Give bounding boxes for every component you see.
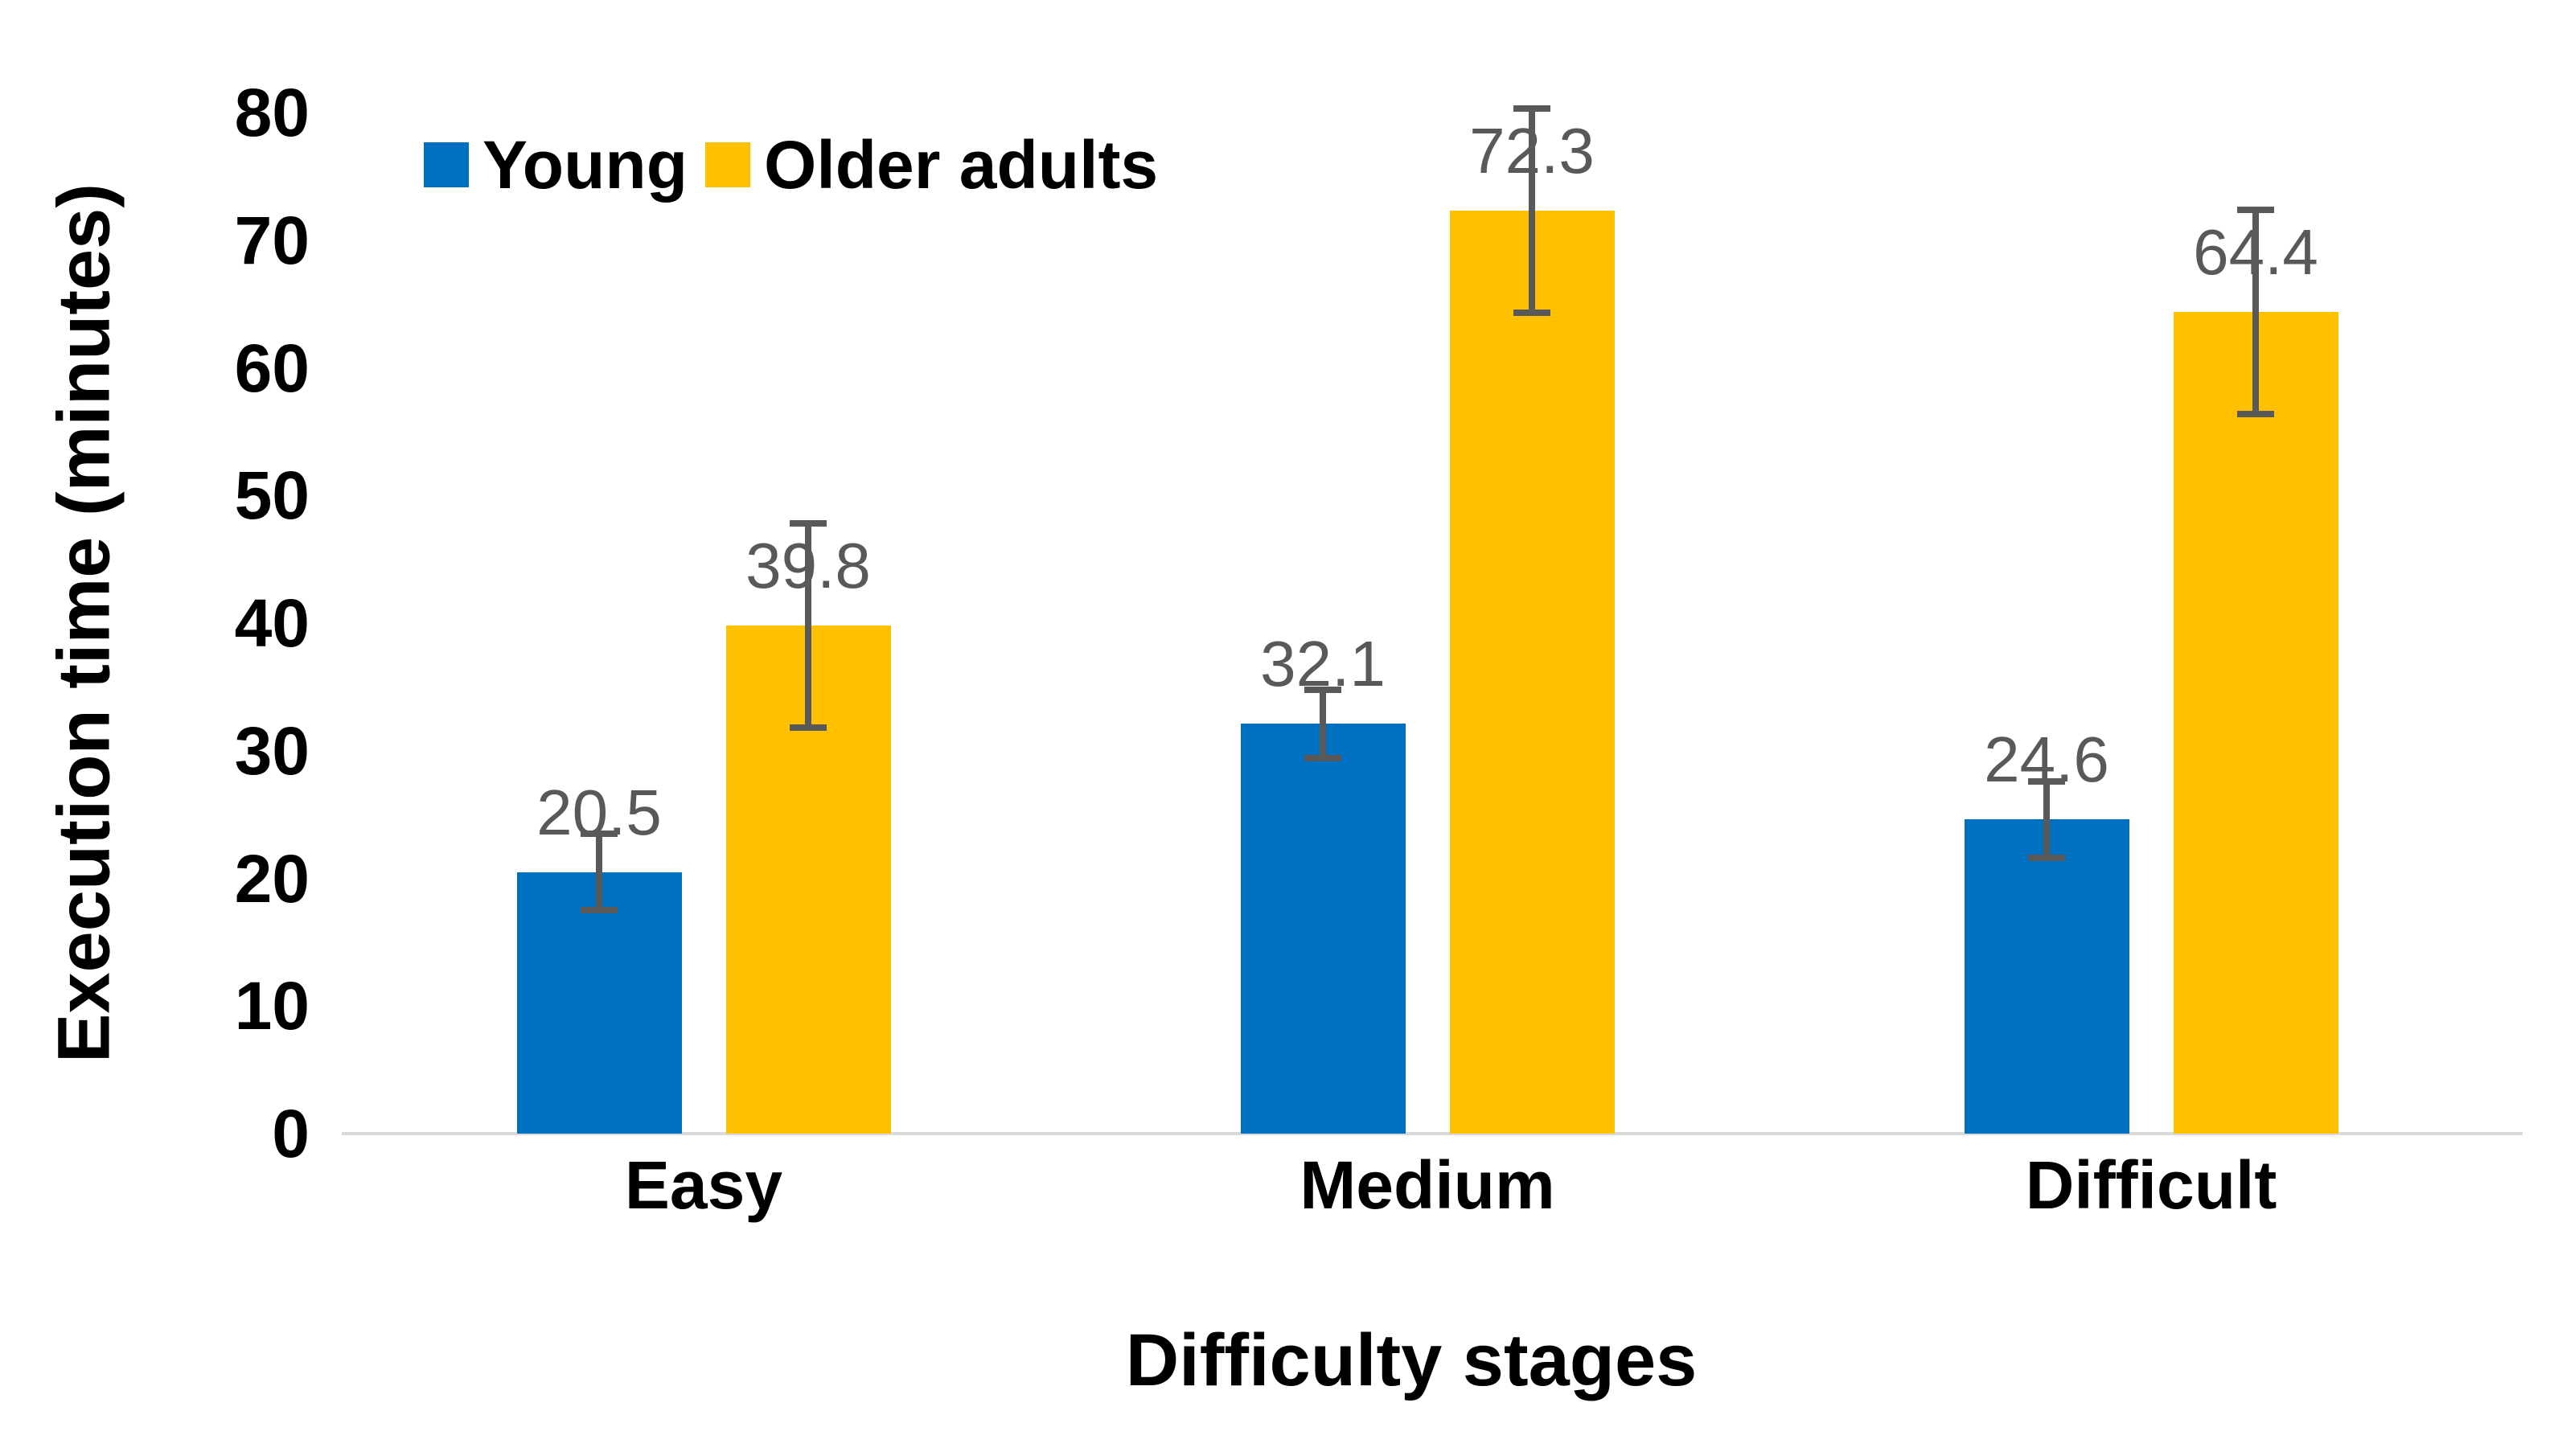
- legend: Young Older adults: [424, 131, 1158, 199]
- error-bar-cap-bottom: [1304, 755, 1341, 762]
- y-tick-label: 40: [234, 585, 310, 661]
- legend-label: Young: [482, 127, 688, 203]
- y-tick-label: 50: [234, 457, 310, 534]
- y-tick-label: 10: [234, 968, 310, 1044]
- bar-young: [516, 872, 682, 1134]
- data-label: 24.6: [1984, 724, 2109, 796]
- error-bar-cap-top: [2237, 206, 2274, 213]
- error-bar: [2252, 209, 2259, 414]
- y-tick-label: 70: [234, 202, 310, 278]
- legend-swatch: [424, 142, 469, 187]
- data-label: 20.5: [536, 776, 662, 848]
- y-tick-label: 30: [234, 712, 310, 789]
- legend-swatch: [705, 142, 751, 187]
- category-label: Medium: [1300, 1147, 1555, 1223]
- legend-item: Young: [424, 131, 688, 199]
- error-bar: [2043, 781, 2050, 859]
- data-label: 64.4: [2193, 215, 2318, 288]
- error-bar-cap-top: [2028, 777, 2065, 785]
- error-bar-cap-bottom: [2237, 410, 2274, 417]
- error-bar-cap-top: [581, 830, 618, 837]
- bar-older-adults: [1449, 211, 1615, 1134]
- category-label: Easy: [624, 1147, 783, 1223]
- x-axis-title: Difficulty stages: [1125, 1319, 1698, 1401]
- x-axis-line: [342, 1132, 2523, 1135]
- error-bar-cap-bottom: [2028, 855, 2065, 862]
- data-label: 39.8: [745, 530, 871, 602]
- error-bar-cap-bottom: [1513, 310, 1550, 317]
- error-bar-cap-bottom: [581, 907, 618, 914]
- bar-young: [1240, 724, 1406, 1134]
- bar-older-adults: [2173, 311, 2338, 1134]
- y-tick-label: 20: [234, 840, 310, 917]
- y-axis-title: Execution time (minutes): [43, 183, 125, 1063]
- error-bar-cap-top: [790, 520, 827, 527]
- error-bar-cap-bottom: [790, 724, 827, 732]
- error-bar: [596, 833, 602, 911]
- y-tick-label: 60: [234, 330, 310, 406]
- y-tick-label: 80: [234, 75, 310, 150]
- error-bar-cap-top: [1513, 105, 1550, 113]
- legend-label: Older adults: [764, 127, 1159, 203]
- data-label: 32.1: [1260, 628, 1386, 700]
- legend-item: Older adults: [705, 131, 1158, 199]
- error-bar: [1529, 109, 1535, 314]
- error-bar-cap-top: [1304, 686, 1341, 693]
- error-bar: [805, 523, 811, 728]
- data-label: 72.3: [1469, 115, 1595, 187]
- category-label: Difficult: [2025, 1147, 2277, 1223]
- error-bar: [1320, 689, 1326, 759]
- y-tick-label: 0: [272, 1096, 310, 1171]
- bar-young: [1964, 819, 2129, 1134]
